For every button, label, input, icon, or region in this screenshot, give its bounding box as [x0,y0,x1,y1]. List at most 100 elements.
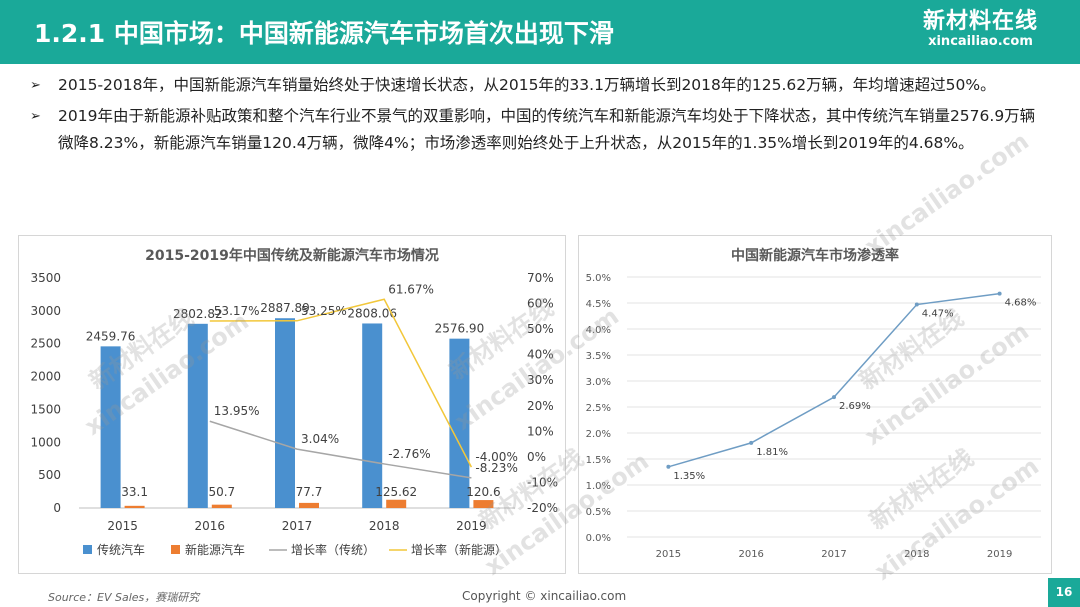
line-growth-traditional-label: 3.04% [301,432,339,446]
data-label-nev: 50.7 [208,485,235,499]
legend-label-growth-nev: 增长率（新能源） [411,542,507,557]
y-left-tick-label: 0 [53,501,61,515]
point-penetration [666,464,671,469]
bar-nev [473,500,494,508]
data-label-penetration: 4.68% [1005,298,1037,309]
line-growth-traditional-label: -8.23% [475,461,517,475]
y-tick-label: 1.0% [586,481,611,492]
sales-chart-panel: 2015-2019年中国传统及新能源汽车市场情况 0 500 1000 1500 2000… [18,235,566,574]
y-left-tick-label: 1000 [30,435,61,449]
bar-nev [386,499,407,508]
bullet-item: ➢ 2015-2018年，中国新能源汽车销量始终处于快速增长状态，从2015年的… [30,72,1050,99]
x-tick-label: 2016 [738,549,763,560]
y-right-tick-label: 0% [527,450,546,464]
y-left-tick-label: 500 [38,468,61,482]
data-label-nev: 33.1 [121,485,148,499]
bullet-arrow-icon: ➢ [30,78,41,93]
line-growth-nev-label: 61.67% [388,282,434,296]
x-tick-label: 2018 [369,519,400,533]
point-penetration [832,395,836,400]
legend-label-traditional: 传统汽车 [97,542,145,557]
data-label-traditional: 2887.89 [260,301,310,315]
penetration-chart: 中国新能源汽车市场渗透率 0.0% 0.5% 1.0% 1.5% 2.0% 2.5% 3.0%… [586,247,1041,560]
logo-text-cn: 新材料在线 [922,9,1038,34]
y-tick-label: 2.5% [586,403,611,414]
data-label-penetration: 1.35% [673,471,705,482]
x-tick-label: 2019 [987,549,1012,560]
y-tick-label: 4.0% [586,325,611,336]
y-right-tick-label: 50% [527,322,554,336]
sales-chart: 2015-2019年中国传统及新能源汽车市场情况 0 500 1000 1500 2000… [30,247,558,557]
y-right-tick-label: -10% [527,475,558,489]
bar-traditional [362,323,383,508]
data-label-penetration: 4.47% [922,309,954,320]
bullet-list: ➢ 2015-2018年，中国新能源汽车销量始终处于快速增长状态，从2015年的… [30,72,1050,161]
chart-title: 2015-2019年中国传统及新能源汽车市场情况 [145,247,439,264]
data-label-nev: 125.62 [375,485,417,499]
page-title: 1.2.1 中国市场：中国新能源汽车市场首次出现下滑 [34,19,614,48]
x-tick-label: 2018 [904,549,929,560]
y-right-tick-label: 40% [527,348,554,362]
data-label-traditional: 2459.76 [86,329,136,343]
point-penetration [749,440,754,445]
y-right-tick-label: 70% [527,271,554,285]
y-right-tick-label: 20% [527,399,554,413]
y-tick-label: 3.0% [586,377,611,388]
y-right-tick-label: 10% [527,424,554,438]
bar-nev [211,504,232,508]
data-label-traditional: 2802.82 [173,307,223,321]
chart-title: 中国新能源汽车市场渗透率 [731,247,899,264]
y-tick-label: 5.0% [586,273,611,284]
y-tick-label: 1.5% [586,455,611,466]
point-penetration [914,302,919,307]
bullet-text: 2019年由于新能源补贴政策和整个汽车行业不景气的双重影响，中国的传统汽车和新能… [58,107,1036,152]
line-growth-nev-label: -4.00% [475,450,517,464]
x-tick-label: 2016 [195,519,226,533]
y-tick-label: 0.5% [586,507,611,518]
bullet-item: ➢ 2019年由于新能源补贴政策和整个汽车行业不景气的双重影响，中国的传统汽车和… [30,103,1050,157]
y-tick-label: 0.0% [586,533,611,544]
bar-nev [299,502,319,508]
bullet-text: 2015-2018年，中国新能源汽车销量始终处于快速增长状态，从2015年的33… [58,76,996,94]
logo-text-en: xincailiao.com [928,34,1033,49]
data-label-penetration: 2.69% [839,401,871,412]
legend-label-growth-traditional: 增长率（传统） [291,542,375,557]
x-tick-label: 2015 [107,519,138,533]
x-tick-label: 2015 [656,549,681,560]
y-right-tick-label: 30% [527,373,554,387]
header-bar: 1.2.1 中国市场：中国新能源汽车市场首次出现下滑 新材料在线 xincail… [0,0,1080,64]
y-right-tick-label: 60% [527,297,554,311]
line-growth-traditional-label: -2.76% [388,447,430,461]
penetration-chart-panel: 中国新能源汽车市场渗透率 0.0% 0.5% 1.0% 1.5% 2.0% 2.5% 3.0%… [578,235,1052,574]
data-label-traditional: 2576.90 [435,322,485,336]
bar-traditional [100,346,121,508]
x-tick-label: 2017 [821,549,846,560]
legend-label-nev: 新能源汽车 [185,542,245,557]
legend-swatch-traditional [83,545,92,554]
y-tick-label: 4.5% [586,299,611,310]
line-growth-nev [209,298,473,468]
y-left-tick-label: 2500 [30,337,61,351]
bar-traditional [187,323,208,508]
bar-nev [124,505,145,508]
line-growth-traditional-label: 13.95% [214,404,260,418]
bar-traditional [449,338,470,508]
page-number: 16 [1048,578,1080,607]
bar-traditional [275,318,295,508]
line-growth-nev-label: 53.17% [214,304,260,318]
data-label-traditional: 2808.06 [347,306,397,320]
y-tick-label: 2.0% [586,429,611,440]
line-penetration [668,292,1000,468]
y-left-tick-label: 1500 [30,402,61,416]
legend-swatch-nev [171,545,180,554]
copyright-note: Copyright © xincailiao.com [462,589,627,603]
line-growth-nev-label: 53.25% [301,304,347,318]
y-right-tick-label: -20% [527,501,558,515]
brand-logo: 新材料在线 xincailiao.com [923,10,1038,50]
y-left-tick-label: 3500 [30,271,61,285]
point-penetration [997,291,1002,296]
y-tick-label: 3.5% [586,351,611,362]
y-left-tick-label: 3000 [30,304,61,318]
x-tick-label: 2019 [456,519,487,533]
x-tick-label: 2017 [282,519,313,533]
